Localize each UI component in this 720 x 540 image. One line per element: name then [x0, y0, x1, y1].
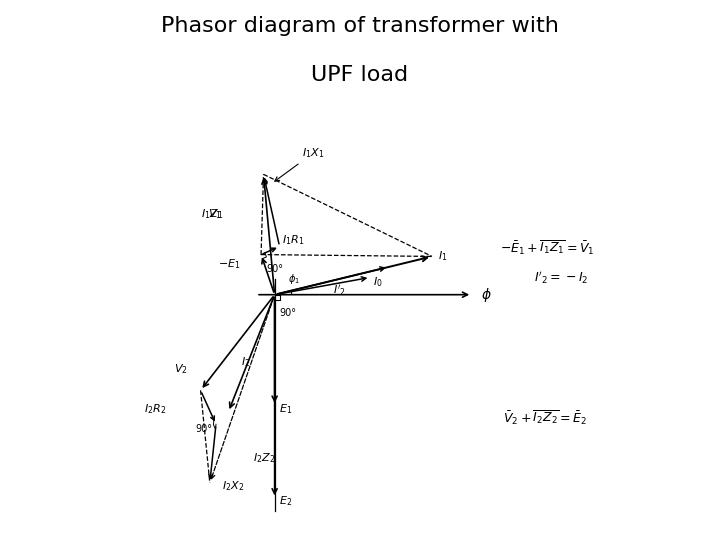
Text: $V_1$: $V_1$	[208, 207, 222, 221]
Text: $I_2$: $I_2$	[240, 356, 250, 369]
Text: $\phi_1$: $\phi_1$	[288, 272, 300, 286]
Text: $I'_2 = -I_2$: $I'_2 = -I_2$	[534, 269, 588, 286]
Text: $\bar{V}_2 + \overline{I_2Z_2} = \bar{E}_2$: $\bar{V}_2 + \overline{I_2Z_2} = \bar{E}…	[503, 409, 587, 427]
Text: $I_1$: $I_1$	[438, 249, 448, 264]
Text: $I_2Z_2$: $I_2Z_2$	[253, 451, 275, 465]
Text: 90°: 90°	[266, 264, 284, 274]
Text: $I_0$: $I_0$	[374, 275, 383, 289]
Text: Phasor diagram of transformer with: Phasor diagram of transformer with	[161, 16, 559, 36]
Text: $\phi$: $\phi$	[482, 286, 492, 303]
Text: UPF load: UPF load	[312, 65, 408, 85]
Text: $I'_2$: $I'_2$	[333, 284, 346, 299]
Text: $V_2$: $V_2$	[174, 362, 188, 376]
Text: 90°: 90°	[279, 308, 296, 318]
Text: $-\bar{E}_1 + \overline{I_1Z_1}= \bar{V}_1$: $-\bar{E}_1 + \overline{I_1Z_1}= \bar{V}…	[500, 239, 595, 258]
Text: $I_1R_1$: $I_1R_1$	[282, 233, 305, 247]
Text: $I_1Z_1$: $I_1Z_1$	[201, 207, 223, 221]
Text: 90°: 90°	[196, 424, 212, 434]
Text: $I_2R_2$: $I_2R_2$	[144, 402, 166, 416]
Text: $E_1$: $E_1$	[279, 402, 292, 416]
Text: $E_2$: $E_2$	[279, 495, 292, 508]
Text: $-E_1$: $-E_1$	[218, 257, 240, 271]
Text: $I_1X_1$: $I_1X_1$	[275, 146, 325, 181]
Text: $I_2X_2$: $I_2X_2$	[222, 479, 245, 493]
